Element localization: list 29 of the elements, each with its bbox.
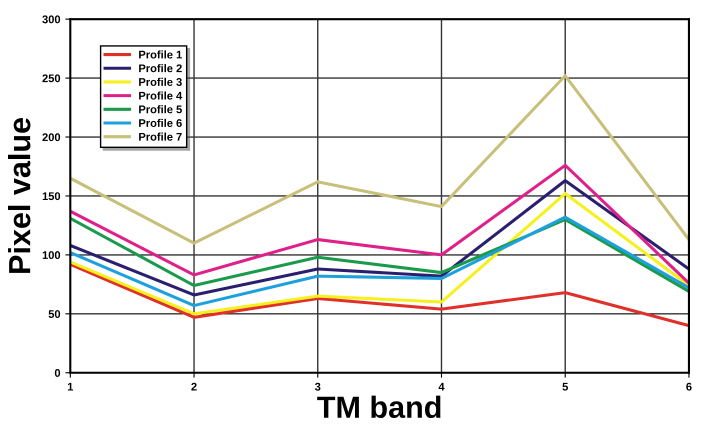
y-tick-label: 300 — [42, 15, 60, 24]
legend-label: Profile 7 — [139, 132, 182, 141]
line-series — [70, 179, 689, 296]
x-tick-label: 4 — [438, 382, 445, 391]
legend-label: Profile 3 — [139, 78, 182, 86]
legend-label: Profile 1 — [139, 50, 182, 59]
y-axis-title: Pixel value — [8, 118, 30, 273]
legend-label: Profile 4 — [139, 91, 182, 100]
legend-label: Profile 2 — [139, 64, 182, 72]
x-axis-title: TM band — [317, 396, 440, 418]
legend-label: Profile 5 — [139, 105, 182, 114]
x-tick-label: 5 — [562, 382, 568, 391]
line-series — [70, 262, 689, 328]
line-series — [70, 216, 689, 293]
line-series — [70, 216, 689, 308]
y-tick-label: 0 — [54, 369, 60, 377]
legend-label: Profile 6 — [139, 118, 182, 127]
x-tick-label: 1 — [68, 382, 74, 391]
x-tick-label: 6 — [686, 382, 692, 391]
y-tick-label: 200 — [42, 133, 60, 142]
y-tick-label: 50 — [48, 310, 60, 318]
x-tick-label: 3 — [314, 382, 320, 391]
x-tick-label: 2 — [191, 382, 197, 391]
line-series — [70, 164, 689, 285]
y-tick-label: 100 — [42, 251, 60, 260]
line-series — [70, 74, 689, 245]
line-series — [70, 192, 689, 316]
y-tick-label: 150 — [42, 192, 60, 200]
y-tick-label: 250 — [42, 74, 60, 82]
